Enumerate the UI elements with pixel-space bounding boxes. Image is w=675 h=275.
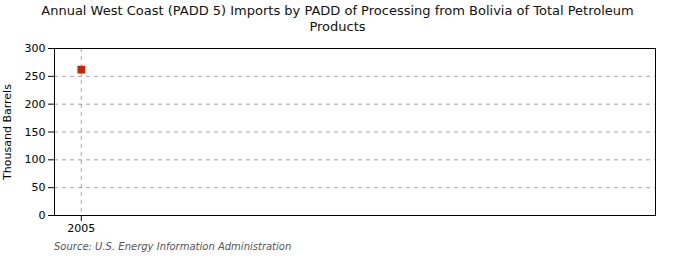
svg-text:Thousand Barrels: Thousand Barrels [1,83,14,180]
svg-text:200: 200 [25,97,46,110]
svg-text:300: 300 [25,42,46,55]
svg-text:250: 250 [25,69,46,82]
svg-text:2005: 2005 [67,222,95,235]
svg-text:50: 50 [32,181,46,194]
html-text:Source: U.S. Energy Informatio: Source: U.S. Energy Information Administ… [54,240,292,252]
svg-text:0: 0 [39,209,46,222]
html-text:Annual West Coast (PADD 5) Imp: Annual West Coast (PADD 5) Imports by PA… [41,3,634,35]
svg-text:100: 100 [25,153,46,166]
svg-text:150: 150 [25,125,46,138]
